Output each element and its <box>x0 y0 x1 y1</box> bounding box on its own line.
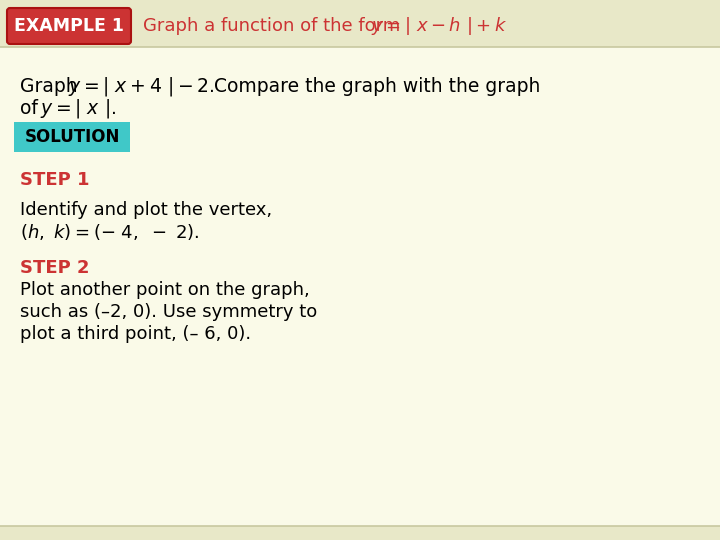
Text: STEP 2: STEP 2 <box>20 259 89 277</box>
Text: of: of <box>20 99 44 118</box>
Text: EXAMPLE 1: EXAMPLE 1 <box>14 17 124 35</box>
Text: Graph: Graph <box>20 78 84 97</box>
Text: $y = |\ x\ |.$: $y = |\ x\ |.$ <box>40 98 117 120</box>
FancyBboxPatch shape <box>7 8 131 44</box>
FancyBboxPatch shape <box>14 122 130 152</box>
Text: Compare the graph with the graph: Compare the graph with the graph <box>208 78 541 97</box>
Text: $y = |\ x + 4\ | - 2.$: $y = |\ x + 4\ | - 2.$ <box>68 76 215 98</box>
FancyBboxPatch shape <box>0 0 720 47</box>
Text: SOLUTION: SOLUTION <box>24 128 120 146</box>
Text: $y = |\ x - h\ | + k$: $y = |\ x - h\ | + k$ <box>371 15 508 37</box>
Text: such as (–2, 0). Use symmetry to: such as (–2, 0). Use symmetry to <box>20 303 318 321</box>
Text: Plot another point on the graph,: Plot another point on the graph, <box>20 281 310 299</box>
Text: $(h,\ k) = (-\ 4,\ -\ 2).$: $(h,\ k) = (-\ 4,\ -\ 2).$ <box>20 222 199 242</box>
FancyBboxPatch shape <box>0 526 720 540</box>
Text: Graph a function of the form: Graph a function of the form <box>143 17 412 35</box>
FancyBboxPatch shape <box>0 47 720 526</box>
Text: plot a third point, (– 6, 0).: plot a third point, (– 6, 0). <box>20 325 251 343</box>
Text: Identify and plot the vertex,: Identify and plot the vertex, <box>20 201 272 219</box>
Text: STEP 1: STEP 1 <box>20 171 89 189</box>
